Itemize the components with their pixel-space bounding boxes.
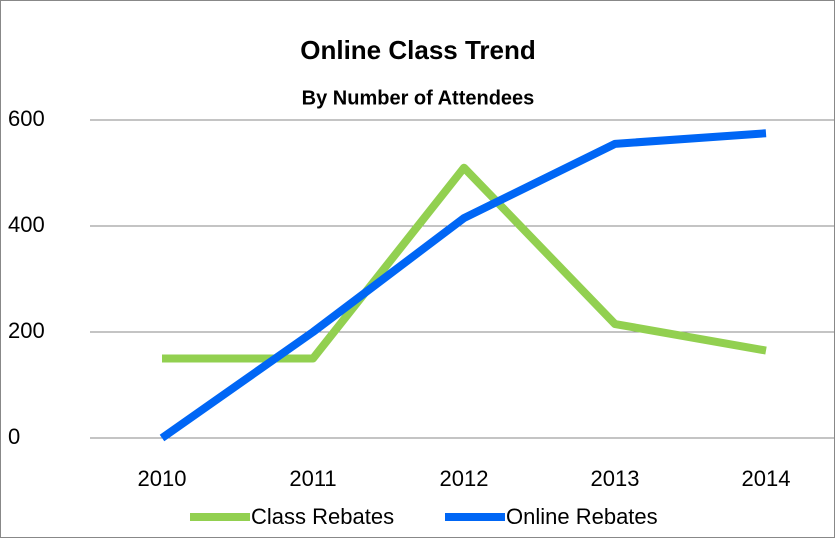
- y-tick-label: 400: [8, 212, 45, 237]
- x-tick-label: 2011: [289, 466, 336, 491]
- y-tick-label: 0: [8, 424, 20, 449]
- x-tick-label: 2010: [138, 466, 187, 491]
- legend-label: Online Rebates: [506, 504, 658, 529]
- chart-subtitle: By Number of Attendees: [302, 87, 535, 109]
- y-tick-label: 600: [8, 106, 45, 131]
- series-line: [159, 129, 767, 442]
- series-line: [162, 163, 767, 363]
- chart-title: Online Class Trend: [300, 35, 536, 65]
- x-tick-label: 2013: [591, 466, 640, 491]
- x-tick-label: 2014: [742, 466, 791, 491]
- y-tick-label: 200: [8, 318, 45, 343]
- x-tick-label: 2012: [440, 466, 489, 491]
- legend-label: Class Rebates: [251, 504, 394, 529]
